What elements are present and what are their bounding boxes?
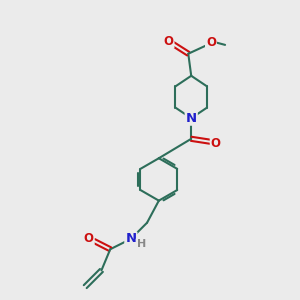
Text: O: O: [84, 232, 94, 244]
Text: N: N: [125, 232, 136, 245]
Text: H: H: [136, 239, 146, 249]
Text: O: O: [211, 137, 221, 150]
Text: O: O: [164, 34, 174, 48]
Text: N: N: [186, 112, 197, 125]
Text: O: O: [206, 36, 216, 49]
